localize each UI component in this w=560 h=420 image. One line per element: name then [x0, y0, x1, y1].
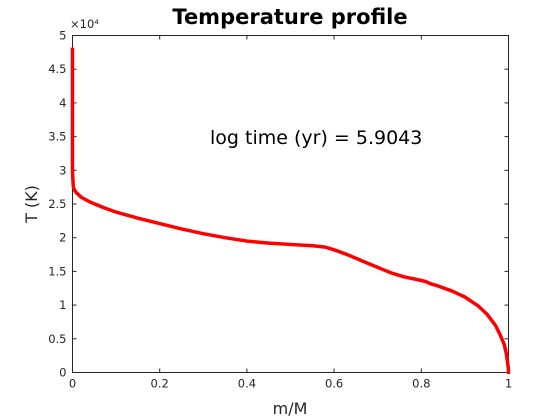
temperature-series-line [70, 47, 511, 375]
y-tick-label: 3 [59, 163, 66, 177]
x-tick-label: 0.2 [151, 377, 169, 391]
y-tick-label: 1.5 [48, 264, 66, 278]
y-tick-label: 3.5 [48, 130, 66, 144]
x-tick-label: 1 [505, 377, 512, 391]
y-axis-ticks: 0 0.5 1 1.5 2 2.5 3 3.5 4 4.5 5 [48, 29, 509, 380]
x-axis-ticks: 0 0.2 0.4 0.6 0.8 1 [69, 35, 512, 391]
annotation-log-time: log time (yr) = 5.9043 [210, 127, 422, 149]
y-tick-label: 2.5 [48, 197, 66, 211]
x-tick-label: 0 [69, 377, 76, 391]
y-tick-label: 5 [59, 29, 66, 43]
x-axis-label: m/M [273, 399, 308, 418]
x-tick-label: 0.4 [238, 377, 256, 391]
y-tick-label: 4 [59, 96, 66, 110]
chart-title: Temperature profile [172, 5, 407, 29]
x-tick-label: 0.6 [325, 377, 343, 391]
y-tick-label: 4.5 [48, 62, 66, 76]
x-tick-label: 0.8 [412, 377, 430, 391]
y-tick-label: 1 [59, 298, 66, 312]
y-tick-label: 0.5 [48, 332, 66, 346]
y-tick-label: 2 [59, 231, 66, 245]
y-axis-label: T (K) [22, 185, 41, 224]
y-tick-label: 0 [59, 366, 66, 380]
y-axis-exponent: ×10⁴ [70, 17, 99, 31]
plot-area [72, 35, 509, 373]
